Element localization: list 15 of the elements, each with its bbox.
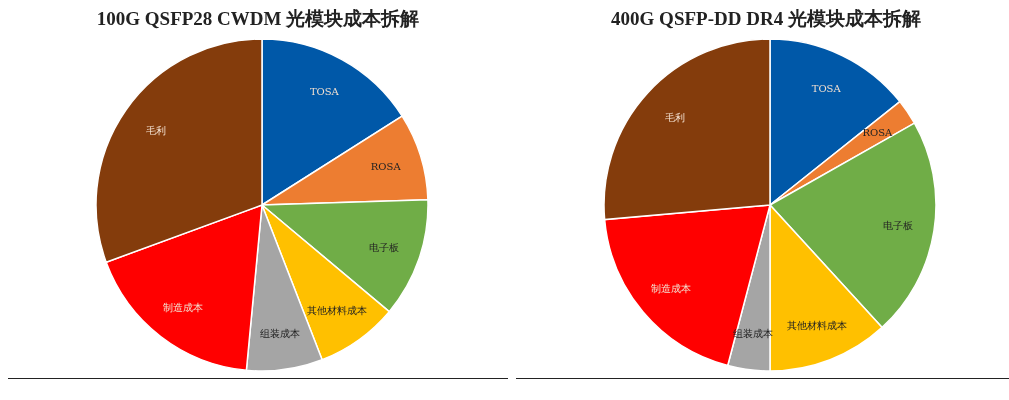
slice-label: 制造成本 bbox=[162, 302, 203, 314]
slice-label: 电子板 bbox=[882, 219, 913, 231]
slice-label: TOSA bbox=[309, 86, 340, 98]
slice-label: ROSA bbox=[862, 127, 893, 139]
slice-label: 其他材料成本 bbox=[307, 304, 368, 316]
chart-title: 400G QSFP-DD DR4 光模块成本拆解 bbox=[610, 8, 922, 30]
slice-label: 其他材料成本 bbox=[786, 320, 847, 332]
slice-label: 电子板 bbox=[369, 241, 400, 253]
slice-label: 制造成本 bbox=[651, 282, 692, 294]
slice-label: ROSA bbox=[370, 161, 402, 173]
slice-label: 毛利 bbox=[664, 112, 685, 124]
slice-label: 毛利 bbox=[145, 125, 166, 137]
slice-label: TOSA bbox=[811, 82, 842, 94]
chart-title: 100G QSFP28 CWDM 光模块成本拆解 bbox=[95, 8, 421, 30]
slice-label: 组装成本 bbox=[259, 327, 300, 339]
